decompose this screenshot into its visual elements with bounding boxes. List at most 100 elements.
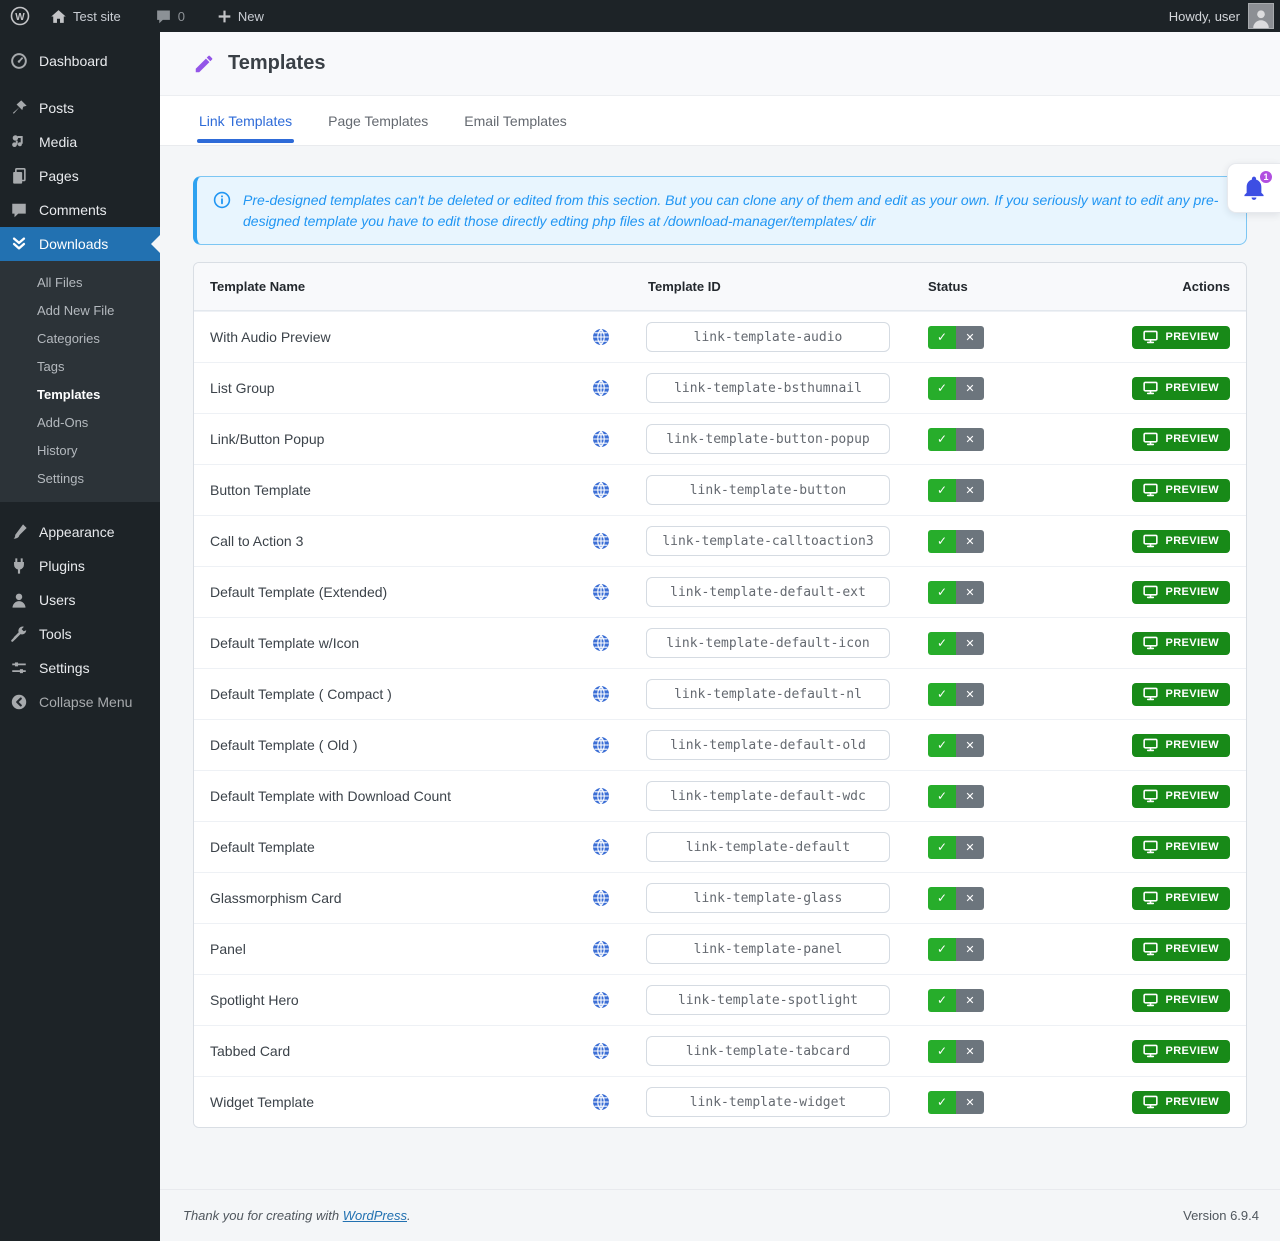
submenu-item-history[interactable]: History [0, 436, 160, 464]
status-disable-button[interactable]: ✕ [956, 1091, 984, 1114]
status-disable-button[interactable]: ✕ [956, 836, 984, 859]
status-enable-button[interactable]: ✓ [928, 683, 956, 706]
preview-button[interactable]: PREVIEW [1132, 530, 1230, 553]
template-id-input[interactable] [646, 730, 890, 760]
template-id-input[interactable] [646, 934, 890, 964]
submenu-item-all-files[interactable]: All Files [0, 268, 160, 296]
status-enable-button[interactable]: ✓ [928, 326, 956, 349]
template-id-input[interactable] [646, 373, 890, 403]
sidebar-item-posts[interactable]: Posts [0, 91, 160, 125]
template-id-input[interactable] [646, 832, 890, 862]
preview-button[interactable]: PREVIEW [1132, 326, 1230, 349]
status-disable-button[interactable]: ✕ [956, 1040, 984, 1063]
tab-page-templates[interactable]: Page Templates [326, 96, 430, 145]
sidebar-item-pages[interactable]: Pages [0, 159, 160, 193]
preview-button[interactable]: PREVIEW [1132, 683, 1230, 706]
preview-button[interactable]: PREVIEW [1132, 377, 1230, 400]
submenu-item-add-ons[interactable]: Add-Ons [0, 408, 160, 436]
status-enable-button[interactable]: ✓ [928, 1091, 956, 1114]
wordpress-logo-button[interactable]: W [0, 0, 40, 32]
template-id-input[interactable] [646, 526, 890, 556]
preview-button[interactable]: PREVIEW [1132, 581, 1230, 604]
sidebar-item-users[interactable]: Users [0, 583, 160, 617]
status-enable-button[interactable]: ✓ [928, 581, 956, 604]
monitor-icon [1143, 738, 1158, 752]
globe-icon [592, 838, 610, 856]
template-id-input[interactable] [646, 577, 890, 607]
preview-button[interactable]: PREVIEW [1132, 734, 1230, 757]
site-name-link[interactable]: Test site [40, 0, 131, 32]
status-enable-button[interactable]: ✓ [928, 632, 956, 655]
preview-button[interactable]: PREVIEW [1132, 1040, 1230, 1063]
preview-button[interactable]: PREVIEW [1132, 632, 1230, 655]
preview-button[interactable]: PREVIEW [1132, 989, 1230, 1012]
status-enable-button[interactable]: ✓ [928, 377, 956, 400]
sidebar-item-appearance[interactable]: Appearance [0, 515, 160, 549]
status-enable-button[interactable]: ✓ [928, 479, 956, 502]
submenu-item-templates[interactable]: Templates [0, 380, 160, 408]
tab-email-templates[interactable]: Email Templates [462, 96, 568, 145]
sidebar-item-plugins[interactable]: Plugins [0, 549, 160, 583]
sidebar-item-tools[interactable]: Tools [0, 617, 160, 651]
template-id-input[interactable] [646, 679, 890, 709]
sidebar-item-dashboard[interactable]: Dashboard [0, 44, 160, 78]
status-disable-button[interactable]: ✕ [956, 632, 984, 655]
status-disable-button[interactable]: ✕ [956, 530, 984, 553]
submenu-item-add-new-file[interactable]: Add New File [0, 296, 160, 324]
template-id-input[interactable] [646, 781, 890, 811]
comments-link[interactable]: 0 [145, 0, 195, 32]
preview-button[interactable]: PREVIEW [1132, 785, 1230, 808]
template-id-input[interactable] [646, 985, 890, 1015]
preview-button[interactable]: PREVIEW [1132, 938, 1230, 961]
submenu-item-categories[interactable]: Categories [0, 324, 160, 352]
status-disable-button[interactable]: ✕ [956, 428, 984, 451]
wordpress-link[interactable]: WordPress [343, 1208, 407, 1223]
status-disable-button[interactable]: ✕ [956, 989, 984, 1012]
sidebar-item-comments[interactable]: Comments [0, 193, 160, 227]
status-disable-button[interactable]: ✕ [956, 938, 984, 961]
status-disable-button[interactable]: ✕ [956, 377, 984, 400]
preview-button[interactable]: PREVIEW [1132, 887, 1230, 910]
sidebar-item-label: Media [39, 134, 77, 150]
status-enable-button[interactable]: ✓ [928, 734, 956, 757]
status-enable-button[interactable]: ✓ [928, 428, 956, 451]
sidebar-item-media[interactable]: Media [0, 125, 160, 159]
notification-widget[interactable]: 1 [1227, 163, 1280, 213]
template-id-input[interactable] [646, 475, 890, 505]
template-id-input[interactable] [646, 1036, 890, 1066]
status-enable-button[interactable]: ✓ [928, 938, 956, 961]
sidebar-item-collapse-menu[interactable]: Collapse Menu [0, 685, 160, 719]
status-enable-button[interactable]: ✓ [928, 785, 956, 808]
table-row: Panel ✓ ✕ PREVIEW [194, 923, 1246, 974]
status-enable-button[interactable]: ✓ [928, 887, 956, 910]
avatar[interactable] [1248, 3, 1274, 29]
template-id-input[interactable] [646, 424, 890, 454]
status-enable-button[interactable]: ✓ [928, 530, 956, 553]
preview-button[interactable]: PREVIEW [1132, 1091, 1230, 1114]
status-disable-button[interactable]: ✕ [956, 785, 984, 808]
howdy-text[interactable]: Howdy, user [1169, 9, 1240, 24]
new-button[interactable]: New [207, 0, 274, 32]
status-disable-button[interactable]: ✕ [956, 887, 984, 910]
sidebar-item-settings[interactable]: Settings [0, 651, 160, 685]
tab-link-templates[interactable]: Link Templates [197, 96, 294, 145]
preview-button[interactable]: PREVIEW [1132, 428, 1230, 451]
template-id-input[interactable] [646, 322, 890, 352]
status-enable-button[interactable]: ✓ [928, 836, 956, 859]
template-id-input[interactable] [646, 1087, 890, 1117]
template-id-input[interactable] [646, 883, 890, 913]
status-disable-button[interactable]: ✕ [956, 326, 984, 349]
sidebar-item-downloads[interactable]: Downloads [0, 227, 160, 261]
template-id-input[interactable] [646, 628, 890, 658]
status-enable-button[interactable]: ✓ [928, 1040, 956, 1063]
table-header-row: Template Name Template ID Status Actions [194, 263, 1246, 311]
status-enable-button[interactable]: ✓ [928, 989, 956, 1012]
preview-button[interactable]: PREVIEW [1132, 836, 1230, 859]
status-disable-button[interactable]: ✕ [956, 734, 984, 757]
preview-button[interactable]: PREVIEW [1132, 479, 1230, 502]
submenu-item-tags[interactable]: Tags [0, 352, 160, 380]
submenu-item-settings[interactable]: Settings [0, 464, 160, 492]
status-disable-button[interactable]: ✕ [956, 581, 984, 604]
status-disable-button[interactable]: ✕ [956, 683, 984, 706]
status-disable-button[interactable]: ✕ [956, 479, 984, 502]
